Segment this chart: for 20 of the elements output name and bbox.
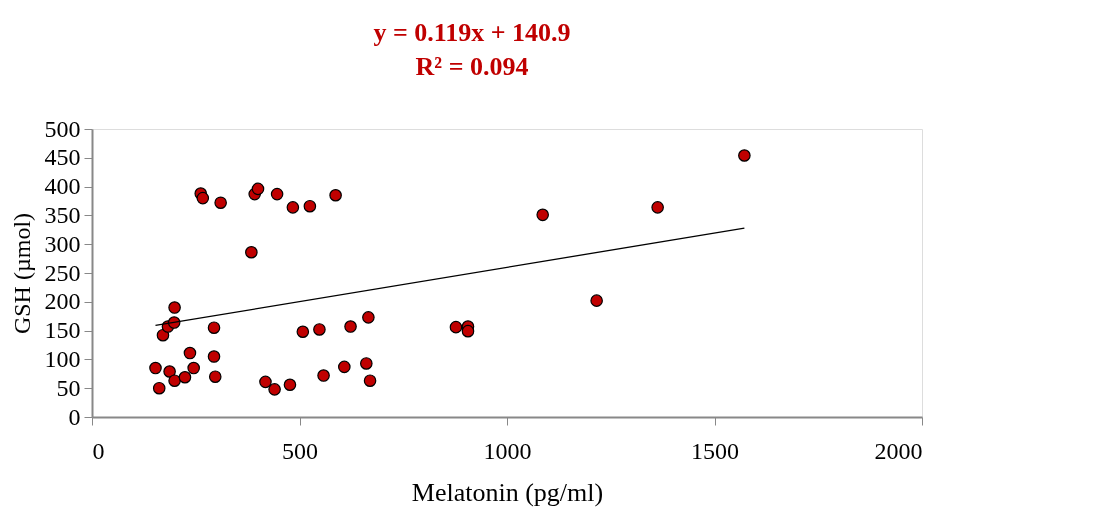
y-tick-label: 300 <box>44 230 81 257</box>
y-tick-label: 50 <box>56 374 81 401</box>
x-tick-label: 500 <box>282 437 318 464</box>
y-tick-label: 0 <box>68 403 81 430</box>
y-tick-label: 250 <box>44 259 81 286</box>
x-tick-label: 2000 <box>874 437 923 464</box>
text: y = 0.119x + 140.9 <box>373 18 571 47</box>
x-axis-title: Melatonin (pg/ml) <box>411 477 604 507</box>
x-tick-label: 1000 <box>483 437 532 464</box>
y-tick-label: 150 <box>44 317 81 344</box>
y-tick-label: 200 <box>44 288 81 315</box>
x-tick-label: 1500 <box>691 437 739 464</box>
y-tick-label: 500 <box>44 115 81 142</box>
y-axis-title: GSH (µmol) <box>8 212 35 335</box>
text: R² = 0.094 <box>415 52 529 81</box>
y-tick-label: 400 <box>44 173 81 200</box>
y-tick-label: 450 <box>44 144 81 171</box>
y-tick-label: 350 <box>44 201 81 228</box>
x-tick-label: 0 <box>92 437 105 464</box>
y-tick-label: 100 <box>44 345 81 372</box>
